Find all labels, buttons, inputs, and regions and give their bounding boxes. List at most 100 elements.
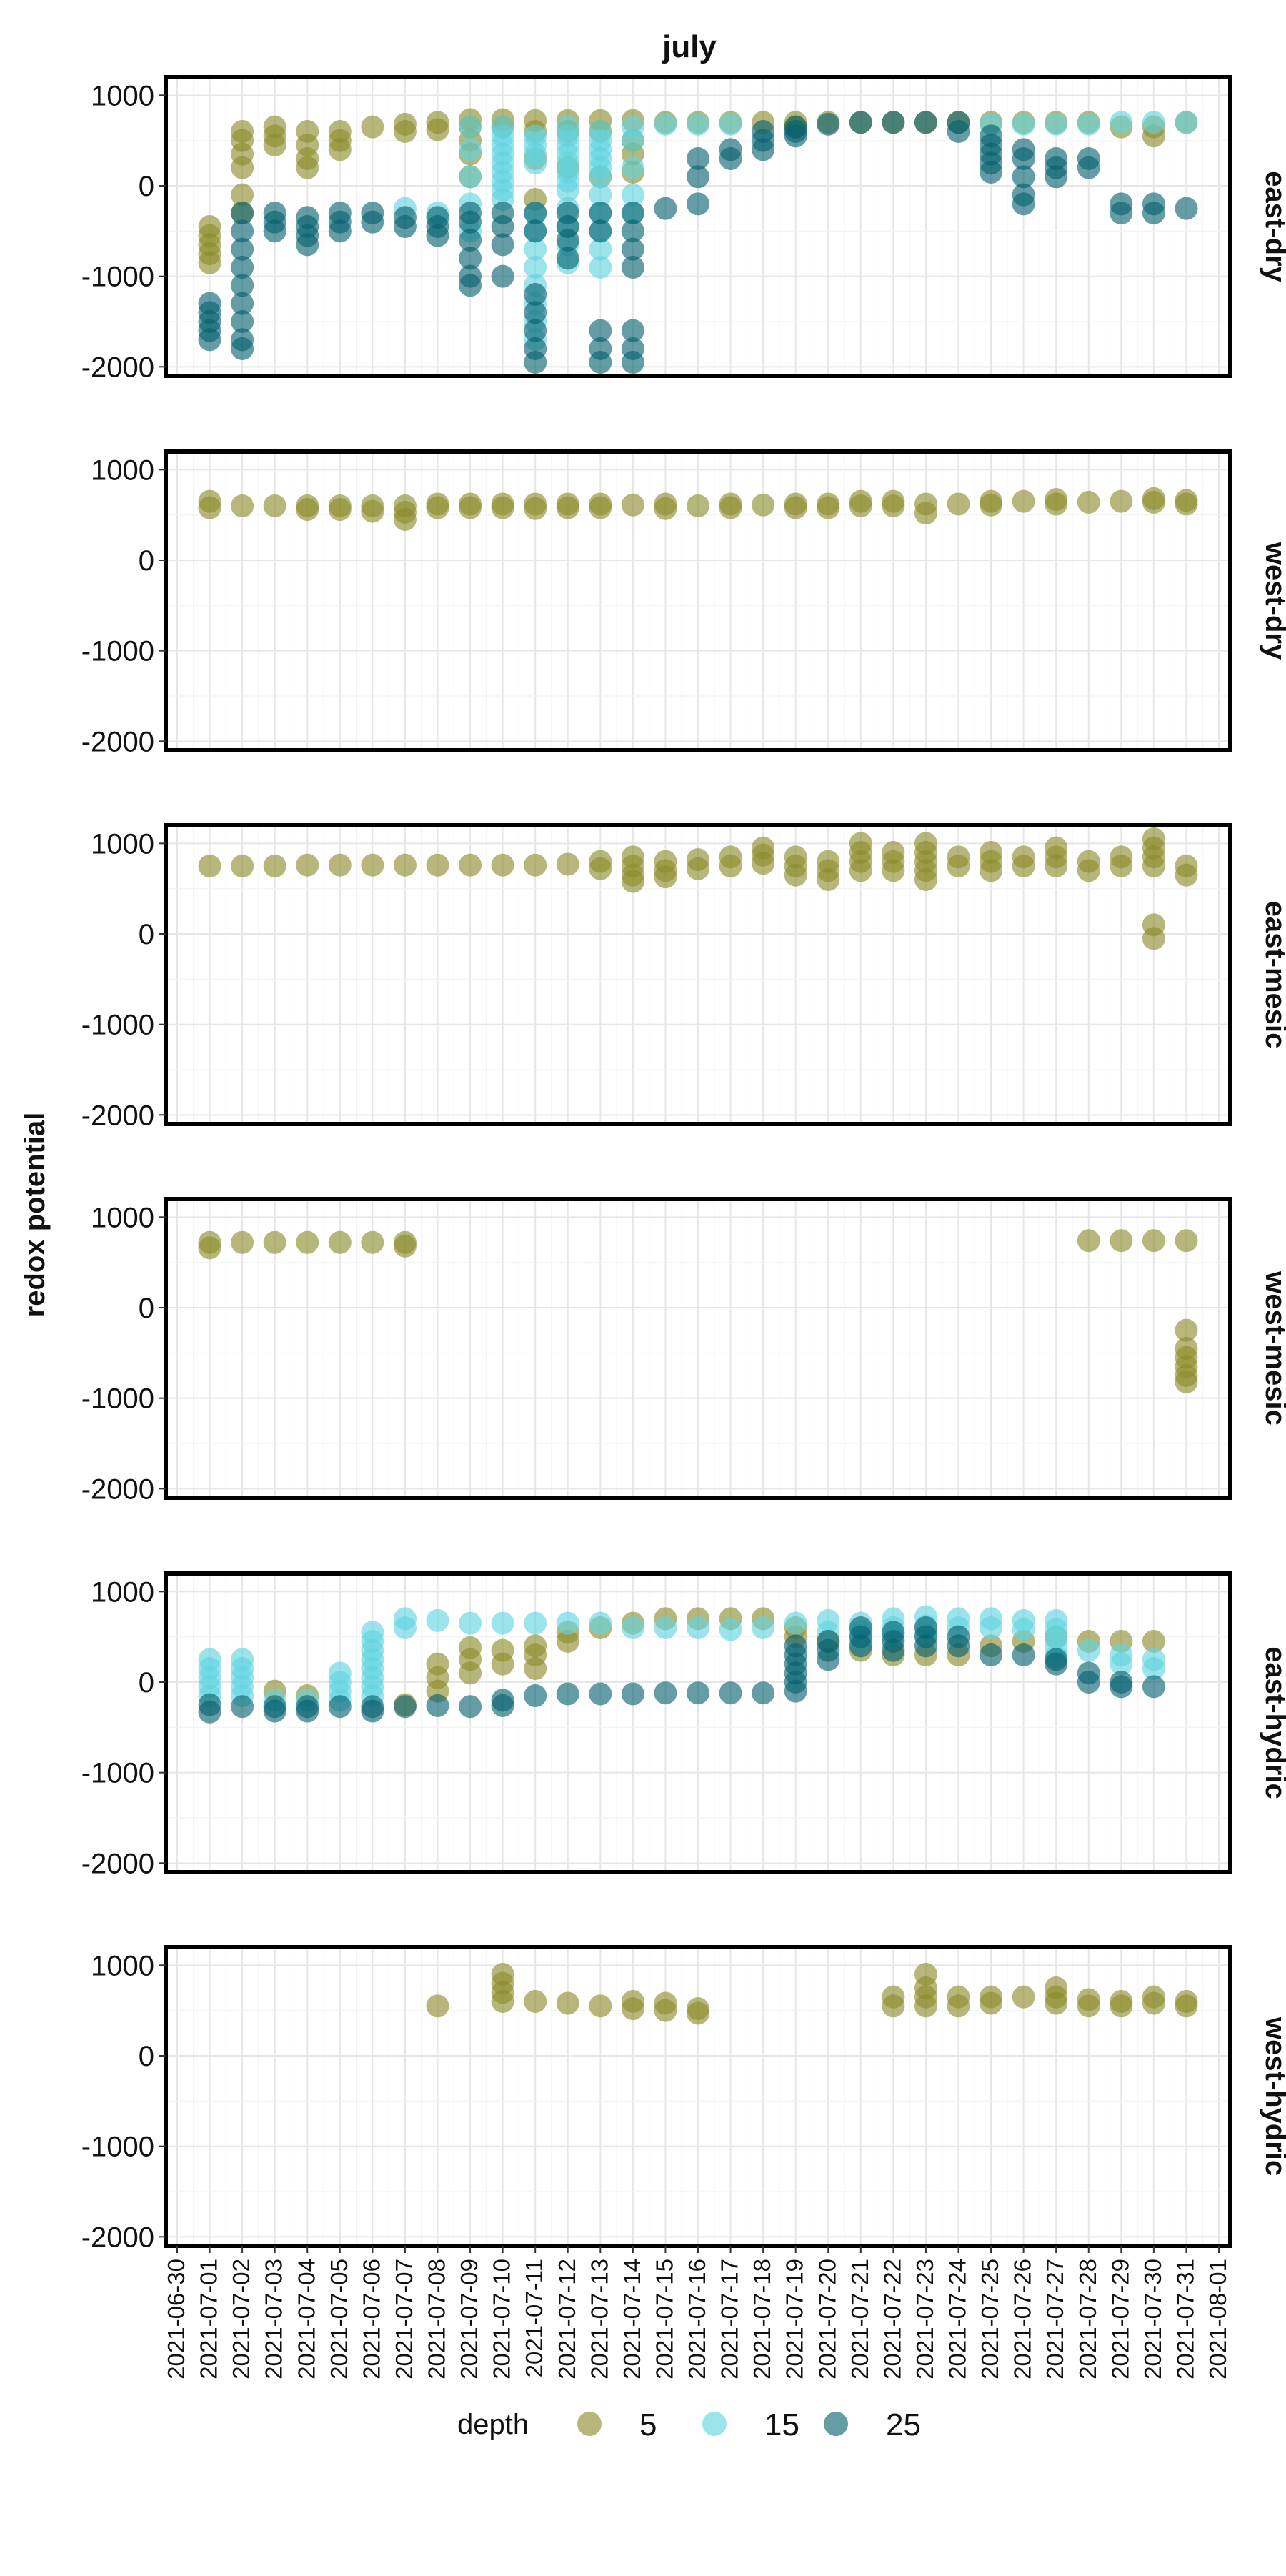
data-point-depth-25 xyxy=(621,256,644,279)
data-point-depth-25 xyxy=(784,124,807,148)
data-point-depth-15 xyxy=(459,115,482,139)
x-tick-label: 2021-07-08 xyxy=(424,2259,450,2379)
data-point-depth-15 xyxy=(1142,1657,1165,1680)
panel-west-dry: 1000 0 -1000 -2000 west-dry xyxy=(81,449,1286,757)
data-point-depth-25 xyxy=(426,1694,449,1717)
x-tick-label: 2021-07-18 xyxy=(749,2259,775,2379)
data-point-depth-25 xyxy=(1077,1671,1100,1694)
data-point-depth-25 xyxy=(361,210,384,234)
data-point-depth-25 xyxy=(296,233,319,257)
data-point-depth-5 xyxy=(687,857,709,880)
data-points xyxy=(198,1605,1165,1724)
data-point-depth-5 xyxy=(621,870,644,893)
data-point-depth-5 xyxy=(882,494,905,517)
data-point-depth-5 xyxy=(1012,489,1035,513)
data-point-depth-25 xyxy=(687,1681,709,1705)
x-tick-label: 2021-07-17 xyxy=(717,2259,743,2379)
data-point-depth-5 xyxy=(914,1994,937,2018)
data-point-depth-25 xyxy=(231,337,254,360)
data-point-depth-25 xyxy=(882,1638,905,1662)
data-point-depth-5 xyxy=(426,1652,449,1676)
data-point-depth-15 xyxy=(589,256,612,279)
data-point-depth-5 xyxy=(784,863,807,887)
data-point-depth-5 xyxy=(556,852,579,876)
data-point-depth-5 xyxy=(752,852,775,875)
data-point-depth-5 xyxy=(687,2001,709,2025)
data-point-depth-5 xyxy=(1142,927,1165,950)
data-point-depth-15 xyxy=(1142,111,1165,134)
x-tick-label: 2021-07-04 xyxy=(293,2259,319,2379)
data-points xyxy=(198,487,1198,531)
data-point-depth-5 xyxy=(1175,1370,1198,1393)
data-point-depth-5 xyxy=(1175,1994,1198,2018)
data-point-depth-15 xyxy=(1045,112,1068,136)
data-point-depth-5 xyxy=(589,1994,612,2018)
y-tick-label: 1000 xyxy=(91,1950,154,1981)
data-point-depth-5 xyxy=(524,1634,547,1658)
data-point-depth-5 xyxy=(947,492,970,516)
data-point-depth-25 xyxy=(687,147,709,170)
x-axis: 2021-06-30 2021-07-01 2021-07-02 2021-07-03… xyxy=(163,2246,1231,2379)
data-point-depth-5 xyxy=(426,118,449,141)
data-point-depth-5 xyxy=(263,855,286,877)
data-point-depth-5 xyxy=(263,494,286,517)
data-point-depth-5 xyxy=(719,855,742,877)
data-point-depth-15 xyxy=(589,1611,612,1635)
data-point-depth-5 xyxy=(1110,1229,1133,1253)
data-point-depth-25 xyxy=(524,283,547,306)
data-point-depth-25 xyxy=(621,351,644,374)
data-point-depth-25 xyxy=(687,165,709,189)
data-point-depth-5 xyxy=(947,855,970,877)
data-point-depth-5 xyxy=(1110,489,1133,513)
data-point-depth-5 xyxy=(980,859,1003,882)
x-tick-label: 2021-07-28 xyxy=(1075,2259,1101,2379)
data-point-depth-5 xyxy=(296,156,319,179)
data-point-depth-5 xyxy=(1142,1229,1165,1253)
data-point-depth-5 xyxy=(621,493,644,517)
panel-east-hydric: 1000 0 -1000 -2000 east-hydric xyxy=(81,1571,1286,1879)
y-tick-label: 0 xyxy=(139,1667,154,1699)
data-point-depth-5 xyxy=(491,1638,514,1662)
panel-border xyxy=(164,449,1232,752)
x-tick-label: 2021-07-27 xyxy=(1042,2259,1068,2379)
data-point-depth-15 xyxy=(1110,111,1133,134)
y-tick-label: -2000 xyxy=(81,1100,154,1131)
data-point-depth-25 xyxy=(1045,1652,1068,1676)
data-point-depth-25 xyxy=(524,319,547,342)
panel-strip-label: east-mesic xyxy=(1260,901,1286,1049)
data-point-depth-5 xyxy=(1142,855,1165,877)
data-point-depth-15 xyxy=(589,165,612,189)
data-point-depth-25 xyxy=(621,1682,644,1706)
data-point-depth-5 xyxy=(231,494,254,517)
data-point-depth-5 xyxy=(817,868,840,891)
data-point-depth-5 xyxy=(1012,1985,1035,2009)
panel-border xyxy=(164,1197,1232,1500)
data-point-depth-25 xyxy=(654,1681,677,1705)
data-point-depth-25 xyxy=(589,219,612,243)
data-point-depth-15 xyxy=(1077,1638,1100,1662)
data-point-depth-25 xyxy=(198,1700,221,1724)
gridlines xyxy=(166,1947,1230,2246)
x-tick-label: 2021-07-30 xyxy=(1140,2259,1166,2379)
y-tick-label: -2000 xyxy=(81,726,154,757)
data-point-depth-25 xyxy=(752,138,775,161)
panel-east-dry: 1000 0 -1000 -2000 east-dry xyxy=(81,75,1286,383)
data-point-depth-25 xyxy=(719,147,742,170)
data-point-depth-15 xyxy=(980,1616,1003,1639)
x-tick-label: 2021-08-01 xyxy=(1205,2259,1231,2379)
data-point-depth-5 xyxy=(1077,1994,1100,2018)
data-point-depth-5 xyxy=(198,496,221,519)
x-tick-label: 2021-07-12 xyxy=(554,2259,580,2379)
data-point-depth-25 xyxy=(524,351,547,374)
data-point-depth-5 xyxy=(524,853,547,877)
panel-strip-label: east-hydric xyxy=(1260,1646,1286,1799)
data-point-depth-5 xyxy=(459,1636,482,1659)
legend-title: depth xyxy=(457,2409,529,2440)
data-point-depth-5 xyxy=(524,497,547,520)
data-point-depth-25 xyxy=(491,233,514,257)
data-point-depth-25 xyxy=(1142,202,1165,224)
data-point-depth-25 xyxy=(849,1634,872,1658)
y-tick-label: 0 xyxy=(139,2041,154,2072)
